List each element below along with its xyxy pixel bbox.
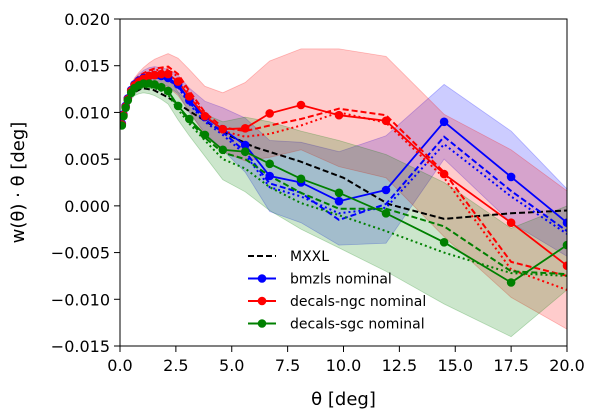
point-decals-sgc-nominal bbox=[439, 238, 449, 247]
point-decals-ngc-nominal bbox=[506, 218, 516, 227]
point-decals-sgc-nominal bbox=[121, 103, 130, 113]
point-bmzls-nominal bbox=[240, 140, 250, 150]
point-decals-ngc-nominal bbox=[240, 124, 250, 133]
x-tick-label: 20.0 bbox=[549, 356, 585, 375]
x-tick-label: 7.5 bbox=[275, 356, 300, 375]
y-tick-label: 0.015 bbox=[64, 57, 110, 76]
point-bmzls-nominal bbox=[265, 171, 275, 181]
point-decals-ngc-nominal bbox=[150, 70, 159, 80]
point-decals-ngc-nominal bbox=[173, 77, 183, 86]
point-decals-ngc-nominal bbox=[296, 100, 306, 110]
legend-label: MXXL bbox=[290, 249, 329, 265]
point-decals-sgc-nominal bbox=[334, 188, 344, 198]
point-decals-sgc-nominal bbox=[150, 80, 159, 89]
point-decals-sgc-nominal bbox=[120, 121, 127, 130]
point-decals-sgc-nominal bbox=[123, 96, 133, 105]
point-decals-sgc-nominal bbox=[157, 82, 166, 92]
legend-marker bbox=[257, 296, 267, 306]
legend-label: bmzls nominal bbox=[290, 272, 392, 288]
point-decals-sgc-nominal bbox=[296, 174, 306, 184]
legend-marker bbox=[257, 274, 267, 283]
point-decals-sgc-nominal bbox=[163, 86, 173, 96]
point-decals-ngc-nominal bbox=[562, 261, 567, 270]
point-decals-sgc-nominal bbox=[265, 159, 275, 169]
point-bmzls-nominal bbox=[381, 185, 391, 195]
x-tick-label: 5.0 bbox=[219, 356, 244, 375]
y-axis: −0.015 −0.010 −0.005 0.000 0.005 0.010 0.015 0.… bbox=[51, 10, 120, 356]
point-decals-ngc-nominal bbox=[439, 169, 449, 179]
point-decals-sgc-nominal bbox=[240, 147, 250, 156]
point-decals-sgc-nominal bbox=[562, 240, 567, 250]
point-decals-ngc-nominal bbox=[157, 69, 166, 79]
point-decals-ngc-nominal bbox=[381, 116, 391, 126]
y-tick-label: 0.020 bbox=[64, 10, 110, 29]
point-decals-sgc-nominal bbox=[173, 101, 183, 111]
point-decals-ngc-nominal bbox=[185, 92, 194, 101]
y-tick-label: −0.005 bbox=[51, 244, 110, 263]
point-bmzls-nominal bbox=[334, 196, 344, 206]
point-decals-ngc-nominal bbox=[163, 69, 173, 79]
x-tick-label: 2.5 bbox=[163, 356, 188, 375]
x-axis: 0.0 2.5 5.0 7.5 10.0 12.5 15.0 17.5 20.0 bbox=[107, 346, 585, 375]
point-bmzls-nominal bbox=[562, 218, 567, 227]
point-decals-ngc-nominal bbox=[200, 111, 210, 121]
point-bmzls-nominal bbox=[439, 117, 449, 127]
x-tick-label: 15.0 bbox=[437, 356, 473, 375]
point-decals-ngc-nominal bbox=[334, 110, 344, 120]
legend-item: bmzls nominal bbox=[248, 272, 392, 288]
point-bmzls-nominal bbox=[506, 172, 516, 182]
point-decals-sgc-nominal bbox=[381, 209, 391, 218]
legend: MXXL bmzls nominal decals-ngc nominal decal… bbox=[248, 249, 426, 333]
y-axis-title: w(θ) · θ [deg] bbox=[8, 122, 29, 244]
point-decals-sgc-nominal bbox=[218, 145, 228, 155]
y-tick-label: −0.010 bbox=[51, 290, 110, 309]
point-decals-sgc-nominal bbox=[120, 111, 128, 121]
legend-item: decals-ngc nominal bbox=[248, 294, 426, 310]
series-markers bbox=[120, 69, 567, 287]
y-tick-label: 0.005 bbox=[64, 150, 110, 169]
y-tick-label: 0.010 bbox=[64, 103, 110, 122]
point-decals-sgc-nominal bbox=[506, 278, 516, 287]
point-decals-ngc-nominal bbox=[265, 109, 275, 118]
x-tick-label: 12.5 bbox=[382, 356, 418, 375]
point-decals-sgc-nominal bbox=[185, 114, 194, 124]
x-axis-title: θ [deg] bbox=[311, 389, 376, 410]
x-tick-label: 0.0 bbox=[107, 356, 132, 375]
y-tick-label: 0.000 bbox=[64, 197, 110, 216]
point-decals-ngc-nominal bbox=[218, 124, 228, 134]
point-decals-sgc-nominal bbox=[200, 130, 210, 140]
legend-item: decals-sgc nominal bbox=[248, 317, 425, 333]
x-tick-label: 17.5 bbox=[493, 356, 529, 375]
legend-label: decals-sgc nominal bbox=[290, 317, 425, 333]
legend-marker bbox=[257, 319, 267, 328]
legend-label: decals-ngc nominal bbox=[290, 294, 426, 310]
y-tick-label: −0.015 bbox=[51, 337, 110, 356]
x-tick-label: 10.0 bbox=[326, 356, 362, 375]
legend-item: MXXL bbox=[248, 249, 329, 265]
